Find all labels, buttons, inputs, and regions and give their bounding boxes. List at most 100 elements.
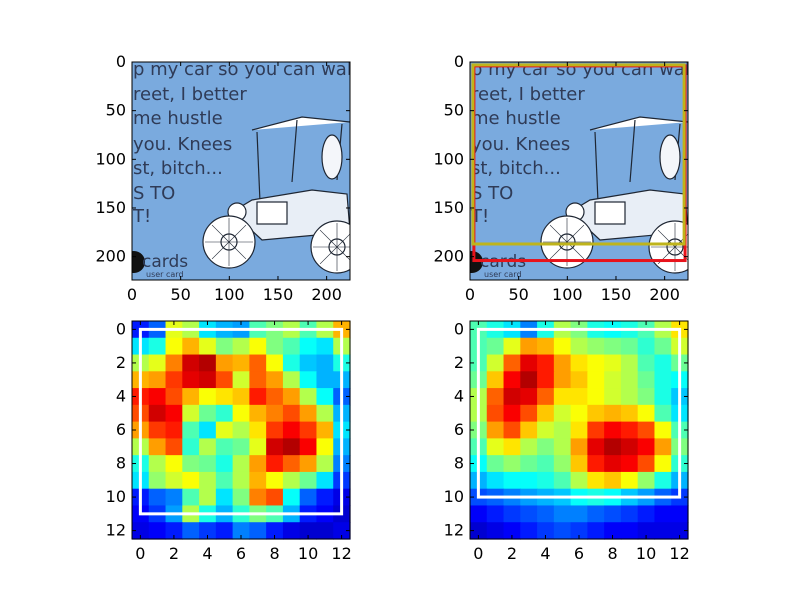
- heatmap-cell: [537, 522, 555, 540]
- heatmap-cell: [671, 522, 689, 540]
- heatmap-cell: [537, 505, 555, 523]
- heatmap-cell: [249, 337, 267, 356]
- axes-frame: [469, 61, 689, 281]
- heatmap-cell: [537, 455, 555, 473]
- heatmap-cell: [215, 354, 234, 372]
- heatmap-cell: [587, 371, 605, 389]
- heatmap-cell: [637, 421, 656, 439]
- heatmap-cell: [148, 471, 167, 490]
- heatmap-cell: [232, 354, 250, 372]
- heatmap-cell: [232, 404, 250, 423]
- ecards-brand-subtext: user card: [146, 270, 184, 279]
- heatmap-cell: [654, 522, 672, 540]
- heatmap-cell: [215, 388, 234, 406]
- heatmap-cell: [520, 404, 538, 423]
- y-tick-label: 0: [454, 319, 464, 338]
- heatmap-cell: [520, 421, 538, 439]
- heatmap-cell: [165, 455, 183, 473]
- heatmap-cell: [299, 438, 318, 456]
- heatmap-cell: [299, 337, 318, 356]
- heatmap-cell: [620, 404, 639, 423]
- heatmap-cell: [604, 505, 622, 523]
- heatmap-cell: [232, 438, 250, 456]
- axes-top-left: p my car so you can walk a reet, I better…: [95, 52, 351, 304]
- heatmap-cell: [232, 337, 250, 356]
- heatmap-cell: [587, 354, 605, 372]
- heatmap-cell: [299, 455, 318, 473]
- heatmap-cell: [486, 388, 505, 406]
- heatmap-cell: [604, 404, 622, 423]
- heatmap-cell: [266, 438, 284, 456]
- heatmap-cell: [316, 354, 334, 372]
- heatmap-cell: [182, 371, 200, 389]
- heatmap-cell: [486, 438, 505, 456]
- heatmap-cell: [486, 404, 505, 423]
- axes-bottom-right: 0 2 4 6 8 10 12 0 2 4 6 8 10 12: [444, 319, 690, 563]
- x-tick-label: 200: [311, 285, 342, 304]
- antique-car-illustration: [202, 116, 350, 274]
- heatmap-cell: [215, 337, 234, 356]
- heatmap-cell: [637, 505, 656, 523]
- heatmap-cell: [148, 371, 167, 389]
- y-tick-label: 50: [444, 101, 464, 120]
- heatmap-cell: [654, 438, 672, 456]
- heatmap-cell: [199, 371, 217, 389]
- heatmap-cell: [165, 438, 183, 456]
- heatmap-cell: [316, 421, 334, 439]
- x-tick-label: 0: [127, 285, 137, 304]
- antique-car-illustration: [540, 116, 688, 274]
- heatmap-cell: [637, 404, 656, 423]
- heatmap-cell: [604, 371, 622, 389]
- x-tick-label: 50: [508, 285, 528, 304]
- heatmap-cell: [215, 421, 234, 439]
- heatmap-cell: [637, 388, 656, 406]
- heatmap-cell: [654, 421, 672, 439]
- heatmap-cell: [199, 354, 217, 372]
- heatmap-cell: [266, 471, 284, 490]
- y-tick-label: 100: [95, 149, 126, 168]
- x-tick-label: 0: [135, 544, 145, 563]
- ecard-text-line: T!: [132, 206, 151, 227]
- heatmap-cell: [316, 471, 334, 490]
- heatmap-cell: [486, 371, 505, 389]
- heatmap-cell: [249, 404, 267, 423]
- heatmap-cell: [199, 522, 217, 540]
- x-tick-label: 0: [473, 544, 483, 563]
- heatmap-cell: [266, 522, 284, 540]
- heatmap-cell: [282, 337, 301, 356]
- heatmap-cell: [215, 404, 234, 423]
- heatmap-cell: [215, 438, 234, 456]
- heatmap-cell: [553, 371, 572, 389]
- heatmap-cell: [637, 337, 656, 356]
- heatmap-cell: [316, 522, 334, 540]
- heatmap-cell: [299, 371, 318, 389]
- heatmap-cell: [553, 354, 572, 372]
- heatmap-cells: [132, 321, 351, 540]
- heatmap-cell: [266, 488, 284, 507]
- x-tick-label: 6: [574, 544, 584, 563]
- heatmap-cell: [587, 471, 605, 490]
- heatmap-cell: [553, 404, 572, 423]
- heatmap-cell: [654, 505, 672, 523]
- x-tick-label: 150: [601, 285, 632, 304]
- heatmap-cell: [587, 388, 605, 406]
- heatmap-cell: [182, 337, 200, 356]
- heatmap-cell: [199, 388, 217, 406]
- heatmap-cell: [199, 471, 217, 490]
- heatmap-cell: [249, 522, 267, 540]
- heatmap-cell: [620, 438, 639, 456]
- heatmap-cell: [537, 471, 555, 490]
- heatmap-cell: [165, 421, 183, 439]
- heatmap-cell: [249, 455, 267, 473]
- heatmap-cell: [520, 522, 538, 540]
- x-tick-label: 100: [552, 285, 583, 304]
- heatmap-cell: [620, 354, 639, 372]
- heatmap-cell: [587, 337, 605, 356]
- heatmap-cell: [282, 455, 301, 473]
- ecard-text-line: me hustle: [133, 108, 223, 129]
- heatmap-cell: [503, 455, 521, 473]
- heatmap-cell: [587, 455, 605, 473]
- heatmap-cell: [570, 438, 588, 456]
- heatmap-cell: [570, 471, 588, 490]
- heatmap-cell: [232, 522, 250, 540]
